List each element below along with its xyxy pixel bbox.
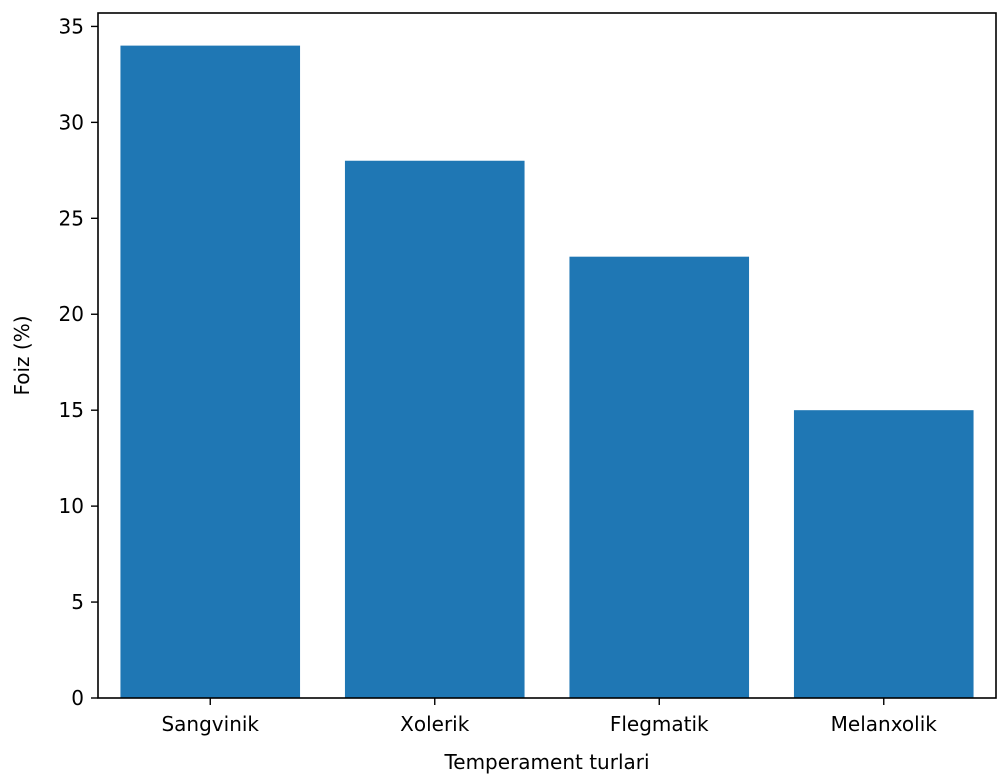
bar-sangvinik xyxy=(120,45,301,699)
y-tick-label: 25 xyxy=(59,206,84,230)
y-tick-label: 35 xyxy=(59,14,84,38)
x-tick-label: Flegmatik xyxy=(610,712,709,736)
y-tick-label: 20 xyxy=(59,302,84,326)
bars-group xyxy=(120,45,974,699)
x-tick-label: Melanxolik xyxy=(831,712,938,736)
x-axis-ticks: Sangvinik Xolerik Flegmatik Melanxolik xyxy=(161,698,937,736)
x-tick-label: Xolerik xyxy=(400,712,470,736)
y-tick-label: 10 xyxy=(59,494,84,518)
y-tick-label: 30 xyxy=(59,110,84,134)
bar-melanxolik xyxy=(793,410,974,698)
y-axis-label: Foiz (%) xyxy=(10,315,34,395)
x-axis-label: Temperament turlari xyxy=(443,750,649,774)
y-axis-ticks: 0 5 10 15 20 25 30 35 xyxy=(59,14,98,710)
bar-xolerik xyxy=(344,160,525,698)
bar-flegmatik xyxy=(569,256,750,698)
plot-frame xyxy=(97,12,997,699)
y-tick-label: 0 xyxy=(71,686,84,710)
x-tick-label: Sangvinik xyxy=(161,712,259,736)
y-tick-label: 5 xyxy=(71,590,84,614)
y-tick-label: 15 xyxy=(59,398,84,422)
